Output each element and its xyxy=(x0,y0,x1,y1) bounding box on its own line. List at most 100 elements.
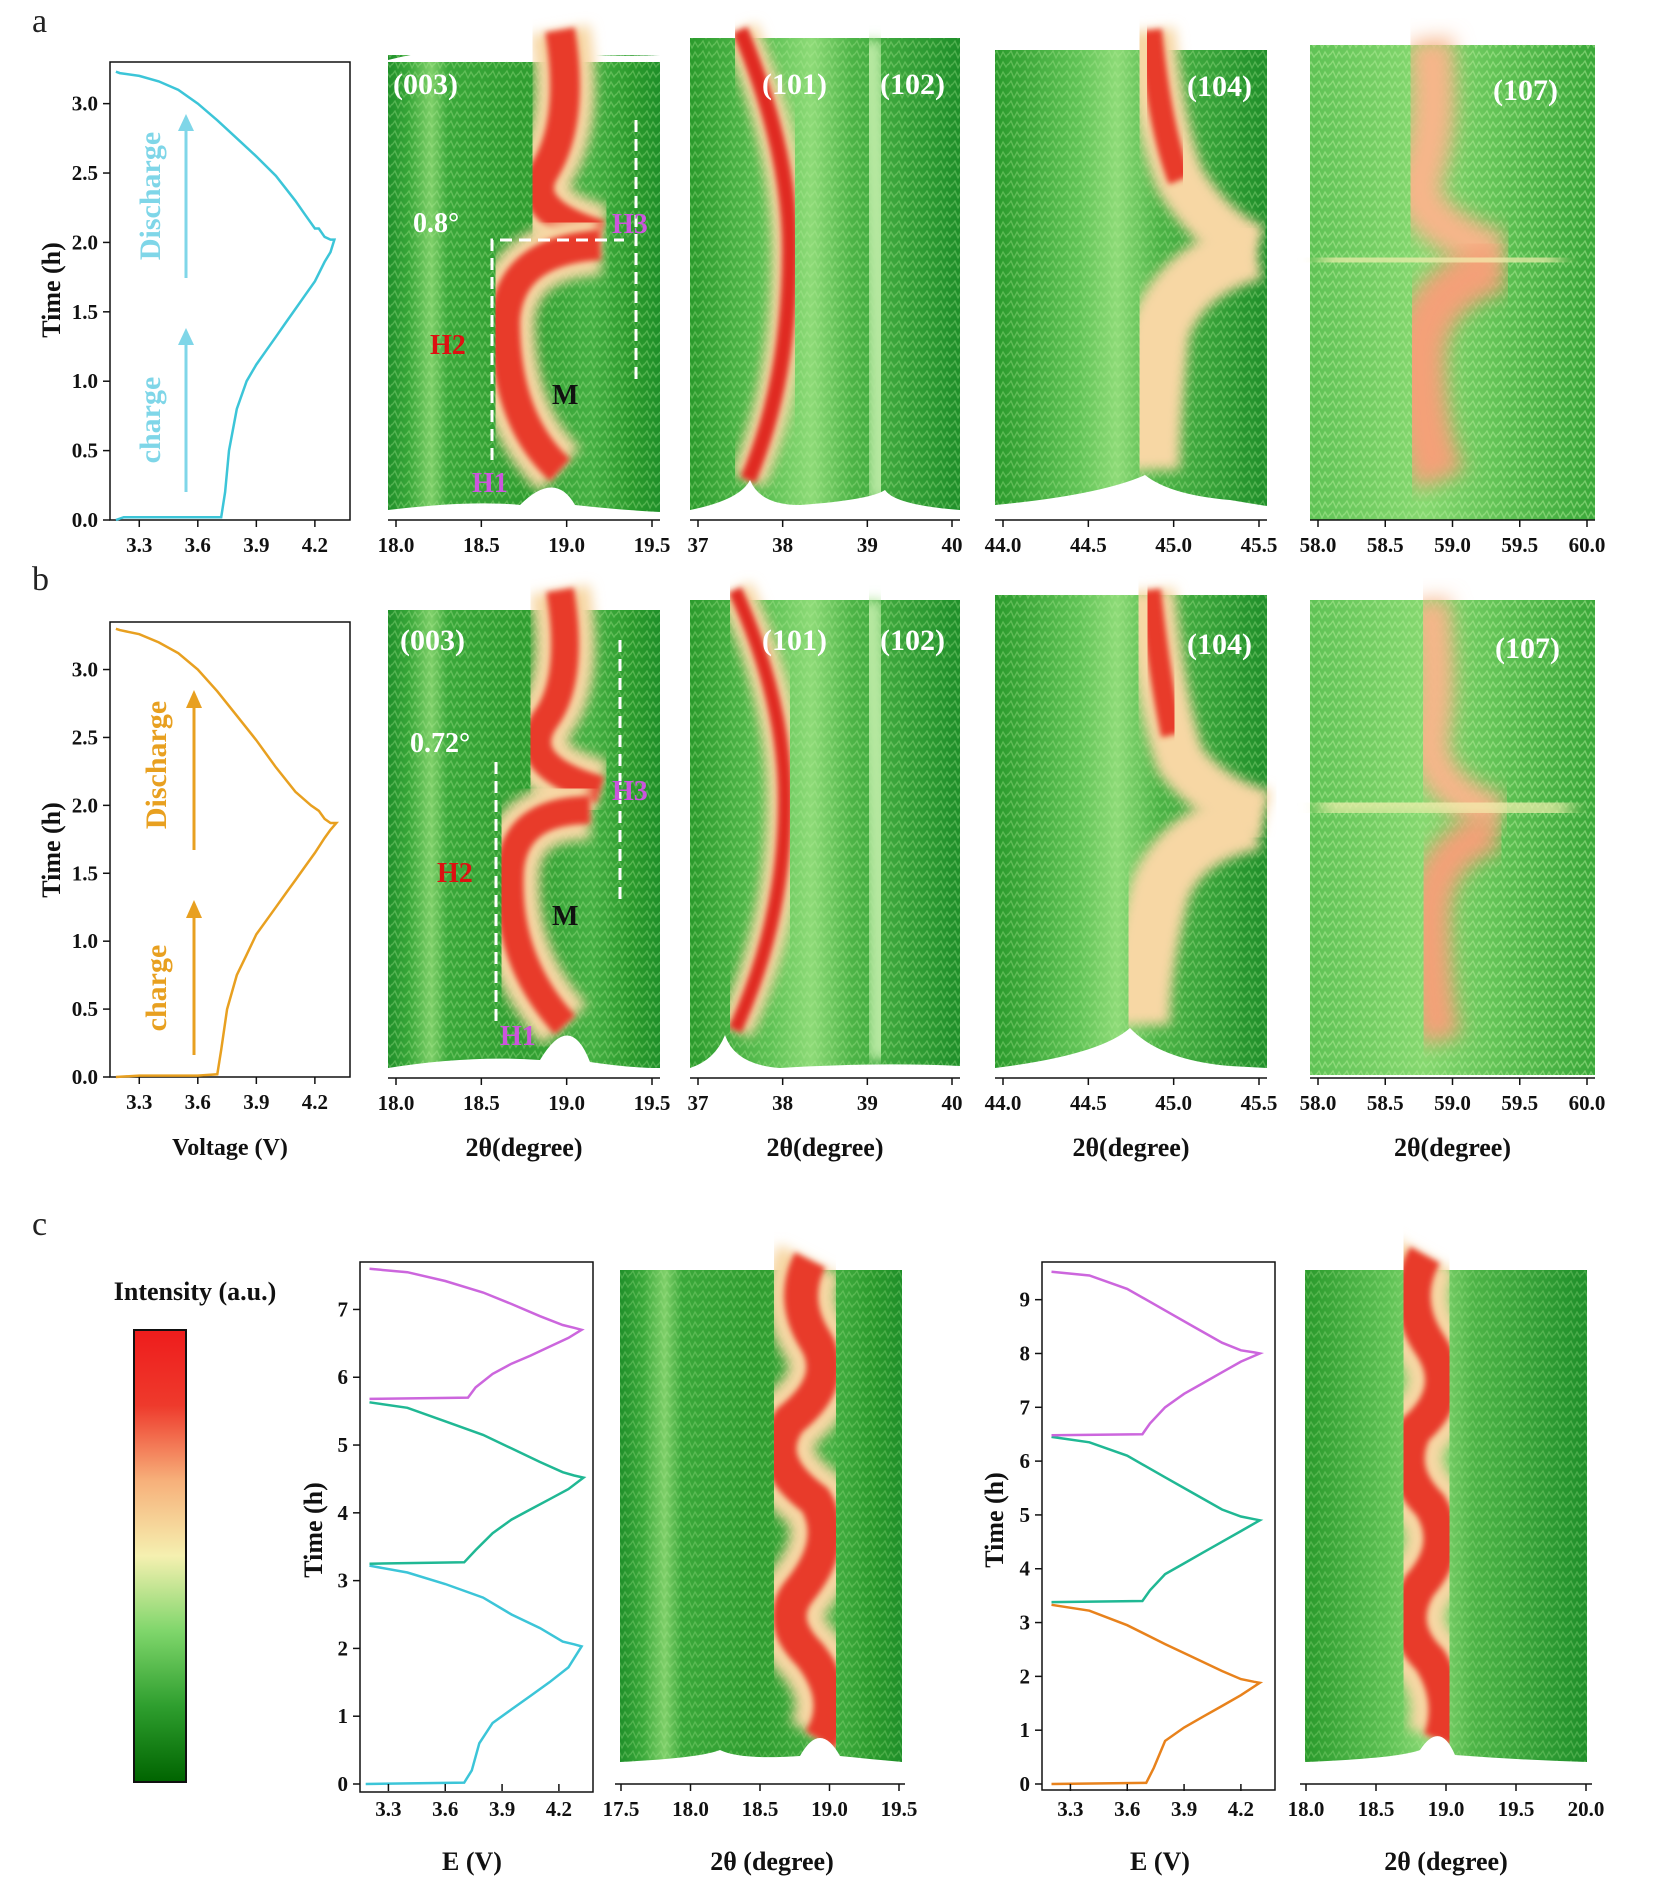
voltage-curve-a xyxy=(115,70,337,522)
xtick-label: 3.3 xyxy=(375,1797,401,1821)
map-xtick-label: 18.0 xyxy=(378,533,415,557)
ytick-label: 1 xyxy=(1020,1718,1031,1742)
peak-label-104-a: (104) xyxy=(1187,70,1252,103)
map-xlabel-c-left: 2θ (degree) xyxy=(710,1847,834,1876)
ytick-label: 2.0 xyxy=(72,793,98,817)
xticks-b: 3.3 3.6 3.9 4.2 xyxy=(126,1077,328,1114)
arrow-discharge-a xyxy=(178,114,194,278)
map-xtick-label: 45.0 xyxy=(1155,533,1192,557)
xtick-label: 3.3 xyxy=(126,1090,152,1114)
map-xtick-label: 60.0 xyxy=(1569,533,1606,557)
map-xtick-label: 18.5 xyxy=(1358,1797,1395,1821)
xtick-label: 3.9 xyxy=(243,1090,269,1114)
row-b: 0.0 0.5 1.0 1.5 2.0 2.5 3.0 3.3 3.6 3.9 4.2 Time … xyxy=(37,582,1605,1162)
ytick-label: 0.0 xyxy=(72,508,98,532)
peak-label-101-a: (101) xyxy=(762,68,827,101)
ytick-label: 8 xyxy=(1020,1341,1031,1365)
xrd-map-003-a xyxy=(388,25,660,520)
map-ticks-b: 18.0 18.5 19.0 19.5 2θ(degree) 37 38 39 40 2θ(deg… xyxy=(378,1077,1605,1162)
ytick-label: 0.5 xyxy=(72,439,98,463)
map-xtick-label: 38 xyxy=(772,533,793,557)
map-xtick-label: 18.0 xyxy=(378,1091,415,1115)
peak-label-003-b: (003) xyxy=(400,624,465,657)
ytick-label: 2.0 xyxy=(72,230,98,254)
peak-label-107-a: (107) xyxy=(1493,74,1558,107)
ytick-label: 1.5 xyxy=(72,300,98,324)
map-xtick-label: 45.5 xyxy=(1241,533,1278,557)
ytick-label: 0 xyxy=(338,1772,349,1796)
ytick-label: 5 xyxy=(1020,1503,1031,1527)
peak-label-003-a: (003) xyxy=(393,68,458,101)
arrow-discharge-b xyxy=(186,690,202,850)
map-xtick-label: 45.5 xyxy=(1241,1091,1278,1115)
map-xtick-label: 18.5 xyxy=(463,1091,500,1115)
phase-label-m-b: M xyxy=(552,901,578,932)
xtick-label: 3.6 xyxy=(185,1090,211,1114)
yticks-c-left: 0 1 2 3 4 5 6 7 xyxy=(338,1297,360,1796)
xtick-label: 3.9 xyxy=(1171,1797,1197,1821)
xtick-label: 3.9 xyxy=(243,533,269,557)
map-xtick-label: 18.5 xyxy=(742,1797,779,1821)
yticks-a: 0.0 0.5 1.0 1.5 2.0 2.5 3.0 xyxy=(72,92,110,532)
peak-label-102-a: (102) xyxy=(880,68,945,101)
map-xtick-label: 44.0 xyxy=(985,533,1022,557)
map-xtick-label: 19.0 xyxy=(548,1091,585,1115)
xtick-label: 4.2 xyxy=(302,533,328,557)
map-xtick-label: 58.0 xyxy=(1300,533,1337,557)
angle-annotation-a: 0.8° xyxy=(413,208,459,239)
map-xticks-c-right: 18.0 18.5 19.0 19.5 20.0 xyxy=(1288,1783,1605,1821)
map-xtick-label: 18.0 xyxy=(1288,1797,1325,1821)
panel-letter-b: b xyxy=(32,561,49,598)
phase-label-h3-b: H3 xyxy=(612,776,648,807)
map-xtick-label: 44.5 xyxy=(1070,1091,1107,1115)
ylabel-b: Time (h) xyxy=(37,802,66,898)
ytick-label: 6 xyxy=(1020,1449,1031,1473)
map-xtick-label: 58.0 xyxy=(1300,1091,1337,1115)
xtick-label: 3.3 xyxy=(1057,1797,1083,1821)
xrd-map-107-b xyxy=(1310,597,1595,1075)
ytick-label: 4 xyxy=(338,1501,349,1525)
map-xtick-label: 40 xyxy=(942,1091,963,1115)
map-xtick-label: 39 xyxy=(857,1091,878,1115)
voltage-curve-b xyxy=(115,627,340,1079)
xticks-c-right: 3.3 3.6 3.9 4.2 xyxy=(1057,1784,1254,1821)
peak-label-104-b: (104) xyxy=(1187,628,1252,661)
map-xtick-label: 59.5 xyxy=(1501,1091,1538,1115)
map-xtick-label: 20.0 xyxy=(1568,1797,1605,1821)
ytick-label: 9 xyxy=(1020,1288,1031,1312)
map-xtick-label: 59.0 xyxy=(1434,533,1471,557)
map-xtick-label: 19.5 xyxy=(881,1797,918,1821)
map-xtick-label: 45.0 xyxy=(1155,1091,1192,1115)
arrow-label-discharge-b: Discharge xyxy=(140,701,173,829)
cycle-line xyxy=(1051,1603,1264,1786)
ytick-label: 3.0 xyxy=(72,92,98,116)
xrd-map-003-b xyxy=(388,585,660,1078)
map-xtick-label: 59.0 xyxy=(1434,1091,1471,1115)
ytick-label: 1.0 xyxy=(72,929,98,953)
map-xlabel: 2θ(degree) xyxy=(1072,1133,1189,1162)
ylabel-c-left: Time (h) xyxy=(299,1482,328,1578)
map-xtick-label: 18.5 xyxy=(463,533,500,557)
cycle-line xyxy=(365,1564,584,1786)
map-xtick-label: 59.5 xyxy=(1501,533,1538,557)
ytick-label: 3 xyxy=(1020,1611,1031,1635)
voltage-time-line xyxy=(115,70,337,522)
voltage-plot-frame xyxy=(109,61,351,521)
panel-letter-c: c xyxy=(32,1206,47,1243)
ytick-label: 3.0 xyxy=(72,658,98,682)
e-plot-frame-left xyxy=(359,1261,594,1793)
xtick-label: 4.2 xyxy=(1228,1797,1254,1821)
yticks-c-right: 0 1 2 3 4 5 6 7 8 9 xyxy=(1020,1288,1042,1796)
xtick-label: 4.2 xyxy=(302,1090,328,1114)
arrow-label-charge-a: charge xyxy=(134,377,167,464)
xrd-map-107-a xyxy=(1310,37,1595,520)
cycle-line xyxy=(1051,1270,1265,1437)
phase-guide-lines-b xyxy=(494,640,622,1025)
ytick-label: 0.5 xyxy=(72,997,98,1021)
map-xtick-label: 37 xyxy=(688,1091,709,1115)
angle-annotation-b: 0.72° xyxy=(410,728,470,759)
arrow-charge-a xyxy=(178,328,194,492)
yticks-b: 0.0 0.5 1.0 1.5 2.0 2.5 3.0 xyxy=(72,658,110,1089)
map-xtick-label: 18.0 xyxy=(672,1797,709,1821)
map-xtick-label: 19.5 xyxy=(1498,1797,1535,1821)
